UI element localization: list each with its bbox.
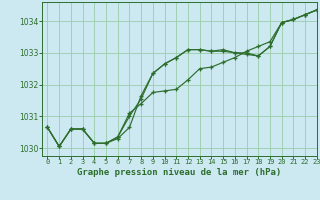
X-axis label: Graphe pression niveau de la mer (hPa): Graphe pression niveau de la mer (hPa) [77, 168, 281, 177]
